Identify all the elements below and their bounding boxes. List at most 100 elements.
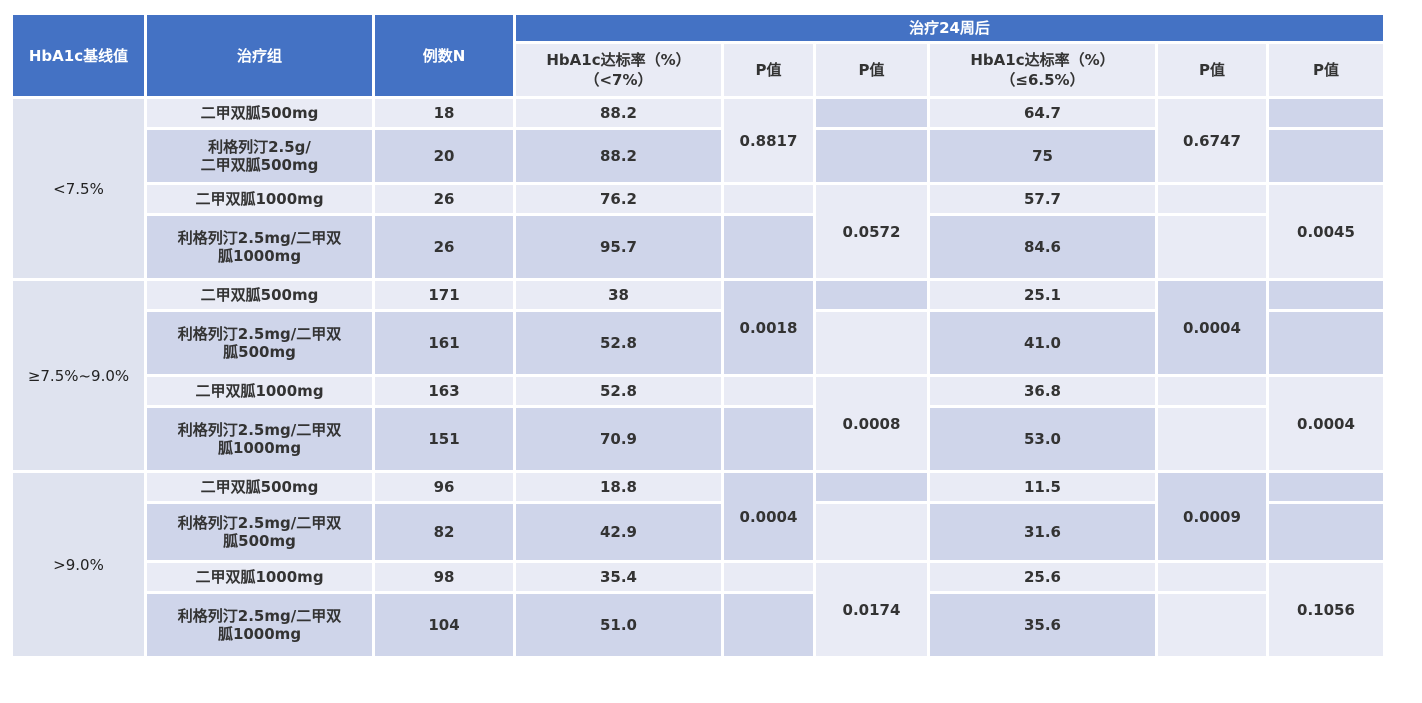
header-rate-7-line2: （<7%）	[584, 71, 653, 89]
rate-6-5-cell: 57.7	[930, 185, 1155, 213]
rate-6-5-cell: 11.5	[930, 473, 1155, 501]
header-rate-6-5-line2: （≤6.5%）	[1000, 71, 1085, 89]
rate-6-5-cell: 31.6	[930, 504, 1155, 560]
treatment-cell: 利格列汀2.5g/ 二甲双胍500mg	[147, 130, 372, 182]
results-table: HbA1c基线值 治疗组 例数N 治疗24周后 HbA1c达标率（%） （<7%）…	[10, 12, 1386, 659]
rate-7-cell: 70.9	[516, 408, 721, 470]
table-row: 利格列汀2.5mg/二甲双 胍1000mg 104 51.0 35.6	[13, 594, 1383, 656]
p-value-cell: 0.0045	[1269, 185, 1383, 278]
p-blank-cell	[816, 504, 927, 560]
header-rate-7: HbA1c达标率（%） （<7%）	[516, 44, 721, 96]
p-value-cell: 0.0174	[816, 563, 927, 656]
p-blank-cell	[724, 216, 813, 278]
header-rate-6-5: HbA1c达标率（%） （≤6.5%）	[930, 44, 1155, 96]
n-cell: 98	[375, 563, 513, 591]
treatment-cell: 二甲双胍1000mg	[147, 185, 372, 213]
header-after-24-weeks: 治疗24周后	[516, 15, 1383, 41]
rate-7-cell: 42.9	[516, 504, 721, 560]
n-cell: 171	[375, 281, 513, 309]
n-cell: 96	[375, 473, 513, 501]
rate-6-5-cell: 84.6	[930, 216, 1155, 278]
table-row: 二甲双胍1000mg 26 76.2 0.0572 57.7 0.0045	[13, 185, 1383, 278]
header-rate-6-5-line1: HbA1c达标率（%）	[970, 51, 1115, 69]
p-value-cell: 0.8817	[724, 99, 813, 182]
treatment-cell: 利格列汀2.5mg/二甲双 胍1000mg	[147, 408, 372, 470]
p-blank-cell	[724, 563, 813, 591]
p-blank-cell	[1158, 377, 1266, 405]
table-header: HbA1c基线值 治疗组 例数N 治疗24周后 HbA1c达标率（%） （<7%）…	[13, 15, 1383, 96]
p-value-cell: 0.0572	[816, 185, 927, 278]
n-cell: 20	[375, 130, 513, 182]
p-value-cell: 0.0004	[1158, 281, 1266, 374]
p-blank-cell	[816, 312, 927, 374]
p-blank-cell	[1158, 216, 1266, 278]
p-blank-cell	[724, 377, 813, 405]
n-cell: 26	[375, 216, 513, 278]
p-blank-cell	[1158, 563, 1266, 591]
header-p-value-3: P值	[1158, 44, 1266, 96]
results-table-container: HbA1c基线值 治疗组 例数N 治疗24周后 HbA1c达标率（%） （<7%）…	[10, 12, 1386, 659]
p-blank-cell	[1269, 99, 1383, 127]
p-blank-cell	[1269, 281, 1383, 309]
table-row: ≥7.5%~9.0% 二甲双胍500mg 171 38 0.0018 25.1 0.0004	[13, 281, 1383, 470]
baseline-cell: <7.5%	[13, 99, 144, 278]
table-body: <7.5% 二甲双胍500mg 18 88.2 0.8817 64.7 0.6747 利格列汀…	[13, 99, 1383, 656]
p-blank-cell	[816, 281, 927, 309]
table-row: <7.5% 二甲双胍500mg 18 88.2 0.8817 64.7 0.6747	[13, 99, 1383, 278]
p-blank-cell	[816, 473, 927, 501]
rate-7-cell: 51.0	[516, 594, 721, 656]
treatment-cell: 二甲双胍500mg	[147, 99, 372, 127]
rate-7-cell: 88.2	[516, 99, 721, 127]
rate-7-cell: 52.8	[516, 377, 721, 405]
p-blank-cell	[816, 130, 927, 182]
p-value-cell: 0.0018	[724, 281, 813, 374]
header-group: 治疗组	[147, 15, 372, 96]
rate-7-cell: 52.8	[516, 312, 721, 374]
header-p-value-4: P值	[1269, 44, 1383, 96]
rate-6-5-cell: 64.7	[930, 99, 1155, 127]
treatment-cell: 二甲双胍1000mg	[147, 563, 372, 591]
header-p-value-2: P值	[816, 44, 927, 96]
table-row: 利格列汀2.5mg/二甲双 胍500mg 82 42.9 31.6	[13, 504, 1383, 560]
p-blank-cell	[724, 185, 813, 213]
rate-6-5-cell: 53.0	[930, 408, 1155, 470]
rate-6-5-cell: 35.6	[930, 594, 1155, 656]
rate-7-cell: 88.2	[516, 130, 721, 182]
treatment-cell: 二甲双胍500mg	[147, 473, 372, 501]
rate-6-5-cell: 75	[930, 130, 1155, 182]
p-blank-cell	[1158, 408, 1266, 470]
baseline-cell: >9.0%	[13, 473, 144, 656]
rate-7-cell: 35.4	[516, 563, 721, 591]
p-blank-cell	[1158, 594, 1266, 656]
rate-7-cell: 18.8	[516, 473, 721, 501]
p-value-cell: 0.0008	[816, 377, 927, 470]
header-rate-7-line1: HbA1c达标率（%）	[546, 51, 691, 69]
p-blank-cell	[1158, 185, 1266, 213]
table-row: 二甲双胍1000mg 163 52.8 0.0008 36.8 0.0004	[13, 377, 1383, 470]
p-blank-cell	[724, 408, 813, 470]
table-row: 利格列汀2.5mg/二甲双 胍1000mg 151 70.9 53.0	[13, 408, 1383, 470]
p-value-cell: 0.1056	[1269, 563, 1383, 656]
n-cell: 163	[375, 377, 513, 405]
n-cell: 151	[375, 408, 513, 470]
n-cell: 26	[375, 185, 513, 213]
rate-6-5-cell: 25.6	[930, 563, 1155, 591]
p-value-cell: 0.0004	[724, 473, 813, 560]
treatment-cell: 二甲双胍500mg	[147, 281, 372, 309]
header-baseline: HbA1c基线值	[13, 15, 144, 96]
rate-6-5-cell: 25.1	[930, 281, 1155, 309]
rate-7-cell: 76.2	[516, 185, 721, 213]
header-n: 例数N	[375, 15, 513, 96]
table-row: 利格列汀2.5mg/二甲双 胍1000mg 26 95.7 84.6	[13, 216, 1383, 278]
rate-7-cell: 95.7	[516, 216, 721, 278]
p-value-cell: 0.0009	[1158, 473, 1266, 560]
rate-6-5-cell: 41.0	[930, 312, 1155, 374]
table-row: 利格列汀2.5g/ 二甲双胍500mg 20 88.2 75	[13, 130, 1383, 182]
header-p-value-1: P值	[724, 44, 813, 96]
treatment-cell: 利格列汀2.5mg/二甲双 胍500mg	[147, 312, 372, 374]
table-row: 利格列汀2.5mg/二甲双 胍500mg 161 52.8 41.0	[13, 312, 1383, 374]
treatment-cell: 二甲双胍1000mg	[147, 377, 372, 405]
n-cell: 161	[375, 312, 513, 374]
treatment-cell: 利格列汀2.5mg/二甲双 胍1000mg	[147, 594, 372, 656]
p-blank-cell	[1269, 504, 1383, 560]
